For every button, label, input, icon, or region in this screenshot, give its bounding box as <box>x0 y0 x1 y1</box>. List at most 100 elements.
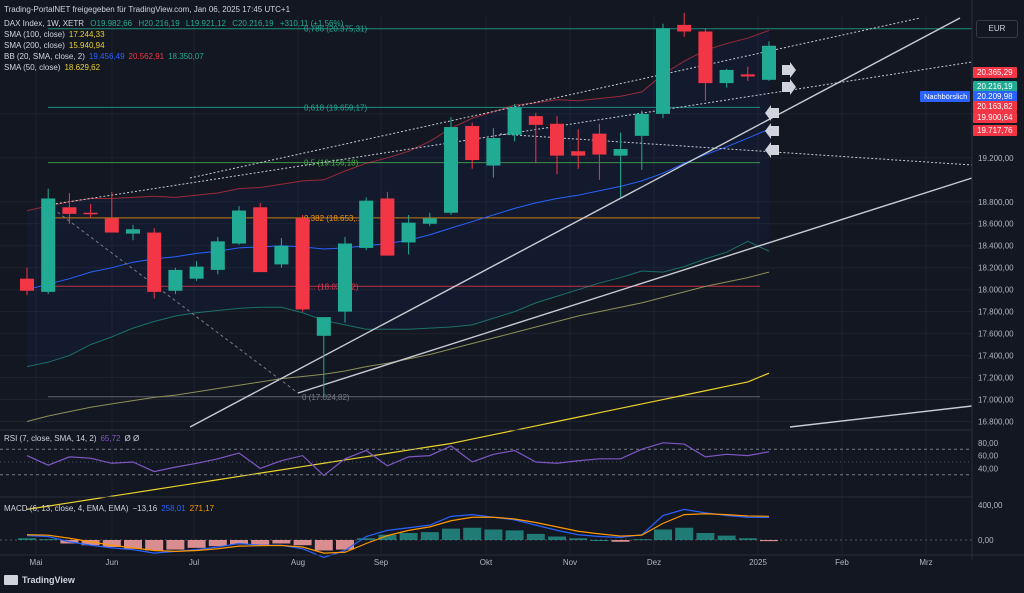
price-tick-4: 18.400,00 <box>978 242 1014 251</box>
macd-hist-bar-29 <box>632 539 651 541</box>
rsi-tick-1: 60,00 <box>978 452 999 461</box>
price-axis[interactable]: 19.600,0019.200,0018.800,0018.600,0018.4… <box>920 0 1024 593</box>
trendlines <box>47 17 973 428</box>
candle-body-0 <box>20 278 34 291</box>
candle-body-8 <box>189 266 204 279</box>
macd-hist-bar-31 <box>675 527 694 540</box>
sma100-legend[interactable]: SMA (100, close) 17.244,33 <box>4 30 105 39</box>
candle-body-35 <box>762 45 776 80</box>
macd-hist-bar-21 <box>463 527 482 540</box>
macd-hist-bar-15 <box>336 540 354 550</box>
signal-arrow-icon-4 <box>765 142 779 158</box>
price-badge-label-0: 20.365,29 <box>977 68 1013 77</box>
macd-hist-bar-33 <box>717 535 736 540</box>
time-axis[interactable]: Mai Jun Jul Aug Sep Okt Nov Dez 2025 Feb Mrz <box>0 554 1024 567</box>
candle-body-17 <box>380 198 395 256</box>
time-tick-1: Jun <box>106 558 119 567</box>
trendline-low <box>789 405 973 428</box>
candle-body-4 <box>104 218 119 233</box>
macd-hist-bar-4 <box>102 540 121 547</box>
candle-body-32 <box>698 31 713 84</box>
price-tick-11: 17.000,00 <box>978 396 1014 405</box>
candle-body-22 <box>486 138 501 166</box>
tv-icon <box>4 575 18 585</box>
macd-hist-bar-0 <box>18 538 36 540</box>
price-badge-label-1: 20.216,19 <box>977 82 1013 91</box>
candle-body-33 <box>719 69 734 84</box>
candle-body-21 <box>465 125 480 161</box>
macd-hist-bar-1 <box>39 539 58 541</box>
macd-hist-bar-7 <box>166 540 185 550</box>
bollinger-bands <box>26 29 770 510</box>
macd-hist-bar-14 <box>314 540 333 551</box>
price-tick-1: 19.200,00 <box>978 154 1014 163</box>
bb-lower-line <box>26 240 770 368</box>
candle-body-26 <box>571 151 586 156</box>
channel-dotted-top <box>189 17 921 179</box>
macd-hist-bar-13 <box>293 540 312 546</box>
bb-legend[interactable]: BB (20, SMA, close, 2) 19.456,49 20.562,91… <box>4 52 204 61</box>
candle-body-3 <box>83 212 98 215</box>
time-tick-0: Mai <box>30 558 43 567</box>
price-badge-0 <box>973 67 1017 78</box>
macd-hist-bar-8 <box>187 540 206 548</box>
price-badge-3 <box>973 101 1017 112</box>
rsi-line <box>26 442 770 477</box>
macd-hist-bar-25 <box>548 536 566 540</box>
macd-hist-bar-26 <box>569 538 588 540</box>
macd-hist-bar-3 <box>81 540 100 546</box>
fib-label-4: 0,... (18.030,82) <box>302 282 359 291</box>
candle-body-29 <box>634 113 649 136</box>
time-tick-2: Jul <box>189 558 199 567</box>
macd-hist-bar-27 <box>590 540 609 541</box>
fib-label-0: 0,786 (20.375,31) <box>304 25 367 34</box>
candle-body-9 <box>210 241 225 270</box>
candle-body-14 <box>316 317 331 336</box>
price-tick-12: 16.800,00 <box>978 418 1014 427</box>
macd-hist-bar-17 <box>378 534 397 540</box>
candle-body-15 <box>338 243 352 312</box>
macd-tick-1: 0,00 <box>978 536 994 545</box>
candle-body-5 <box>126 229 140 234</box>
macd-hist-bar-22 <box>484 529 503 540</box>
signal-arrow-icon-1 <box>782 79 796 95</box>
symbol-line: DAX Index, 1W, XETR O19.982,66 H20.216,1… <box>4 19 344 28</box>
macd-hist-bar-35 <box>760 540 778 542</box>
fib-label-3: 0,382 (18.653,...) <box>304 214 365 223</box>
macd-hist-bar-5 <box>124 540 142 549</box>
macd-hist-bar-19 <box>420 532 439 540</box>
price-tick-7: 17.800,00 <box>978 308 1014 317</box>
bb-upper-line <box>26 29 770 212</box>
fib-diagonal <box>47 204 299 394</box>
time-tick-3: Aug <box>291 558 305 567</box>
candle-body-30 <box>656 28 670 114</box>
rsi-tick-2: 40,00 <box>978 464 999 473</box>
trendline-steep <box>189 17 961 428</box>
currency-button[interactable]: EUR <box>976 20 1018 38</box>
price-badge-label-4: 19.900,64 <box>977 113 1013 122</box>
price-badge-4 <box>973 112 1017 123</box>
time-tick-10: Mrz <box>919 558 932 567</box>
candle-body-27 <box>592 133 607 155</box>
rsi-pane <box>0 429 972 477</box>
sma200-legend[interactable]: SMA (200, close) 15.940,94 <box>4 41 105 50</box>
price-badge-2 <box>973 91 1017 102</box>
candle-body-28 <box>613 149 628 156</box>
candle-body-7 <box>168 269 183 291</box>
candle-body-16 <box>359 200 374 248</box>
price-tick-3: 18.600,00 <box>978 220 1014 229</box>
price-badge-label-5: 19.717,76 <box>977 126 1013 135</box>
tradingview-logo[interactable]: TradingView <box>4 575 75 585</box>
macd-hist-bar-11 <box>251 540 270 546</box>
candle-body-23 <box>507 107 522 135</box>
rsi-legend[interactable]: RSI (7, close, SMA, 14, 2) 65,72 Ø Ø <box>4 434 140 443</box>
sma50-legend[interactable]: SMA (50, close) 18.629,62 <box>4 63 101 72</box>
macd-legend[interactable]: MACD (6, 13, close, 4, EMA, EMA) −13,16 25… <box>4 504 215 513</box>
macd-signal-line <box>26 513 770 554</box>
macd-hist-bar-10 <box>230 540 248 545</box>
bb-fill <box>27 30 769 367</box>
candle-body-6 <box>147 232 162 292</box>
signal-arrows <box>765 62 796 158</box>
macd-hist-bar-32 <box>696 533 715 540</box>
